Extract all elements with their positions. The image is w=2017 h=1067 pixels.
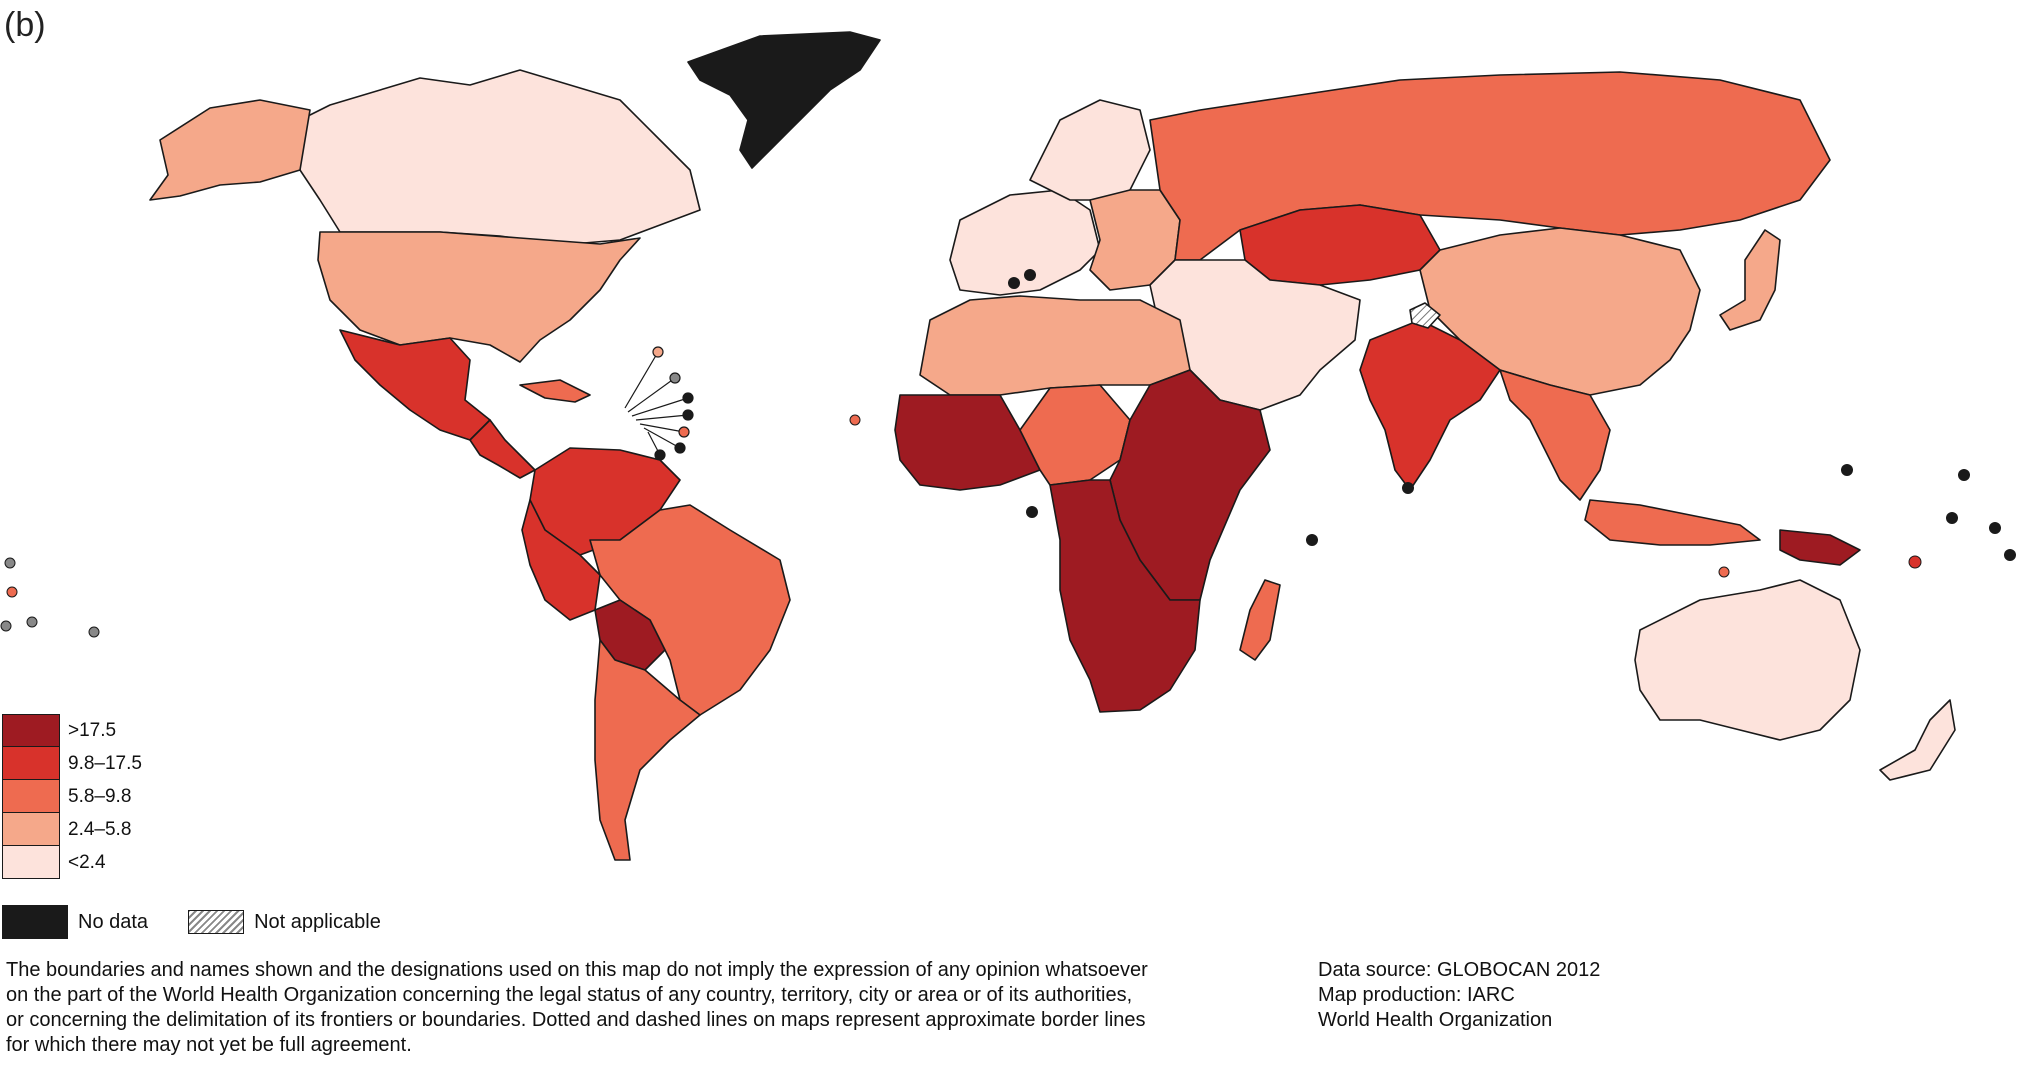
southeast-asia-region (1499, 369, 1611, 501)
mexico-region (339, 329, 491, 441)
island-marker (1008, 277, 1020, 289)
disclaimer-line: on the part of the World Health Organiza… (6, 984, 1133, 1006)
island-marker (2004, 549, 2016, 561)
alaska-region (149, 99, 311, 201)
legend-item: 5.8–9.8 (2, 780, 142, 813)
australia-region (1634, 579, 1861, 741)
greenland-region (687, 31, 881, 169)
island-marker (849, 414, 861, 426)
papua-new-guinea-region (1779, 529, 1861, 566)
legend: >17.5 9.8–17.5 5.8–9.8 2.4–5.8 <2.4 (2, 714, 142, 879)
organization: World Health Organization (1318, 1009, 1553, 1031)
disclaimer-line: The boundaries and names shown and the d… (6, 959, 1148, 981)
legend-label: <2.4 (68, 851, 106, 873)
island-marker (1402, 482, 1414, 494)
island-marker (4, 557, 16, 569)
west-africa-region (894, 394, 1041, 491)
usa-region (317, 231, 641, 363)
island-marker (1989, 522, 2001, 534)
no-data-swatch (2, 905, 68, 939)
legend-label: 9.8–17.5 (68, 752, 142, 774)
new-zealand-region (1879, 699, 1956, 781)
madagascar-region (1239, 579, 1281, 661)
credits: Data source: GLOBOCAN 2012 Map productio… (1318, 958, 1600, 1033)
indonesia-region (1584, 499, 1761, 546)
island-marker (1306, 534, 1318, 546)
legend-swatch (2, 813, 60, 846)
special-legend: No data Not applicable (2, 905, 421, 939)
island-marker (1958, 469, 1970, 481)
kashmir-region (1409, 302, 1441, 329)
india-region (1359, 319, 1501, 491)
panel-label: (b) (4, 6, 46, 44)
island-marker (1841, 464, 1853, 476)
western-europe-region (949, 189, 1101, 296)
caribbean-region (519, 379, 591, 403)
legend-item: <2.4 (2, 846, 142, 879)
legend-swatch (2, 747, 60, 780)
data-source: Data source: GLOBOCAN 2012 (1318, 959, 1601, 981)
caribbean-callout (624, 346, 694, 461)
island-marker (1946, 512, 1958, 524)
not-applicable-label: Not applicable (254, 910, 381, 933)
island-marker (1718, 566, 1730, 578)
legend-item: 9.8–17.5 (2, 747, 142, 780)
southern-cone-region (594, 639, 701, 861)
japan-region (1719, 229, 1781, 331)
legend-label: 5.8–9.8 (68, 785, 132, 807)
map-production: Map production: IARC (1318, 984, 1515, 1006)
southern-africa-region (1049, 479, 1201, 713)
disclaimer: The boundaries and names shown and the d… (6, 958, 1286, 1058)
legend-item: >17.5 (2, 714, 142, 747)
legend-swatch (2, 780, 60, 813)
legend-label: 2.4–5.8 (68, 818, 132, 840)
not-applicable-swatch (188, 910, 245, 934)
island-marker (0, 620, 12, 632)
island-marker (1026, 506, 1038, 518)
island-markers (0, 269, 2016, 638)
legend-label: >17.5 (68, 719, 117, 741)
scandinavia-region (1029, 99, 1151, 201)
island-marker (1908, 555, 1922, 569)
disclaimer-line: for which there may not yet be full agre… (6, 1034, 412, 1056)
no-data-label: No data (78, 910, 149, 933)
andes-region (521, 499, 601, 621)
north-africa-region (919, 295, 1191, 396)
island-marker (1024, 269, 1036, 281)
island-marker (88, 626, 100, 638)
legend-swatch (2, 714, 60, 747)
legend-item: 2.4–5.8 (2, 813, 142, 846)
island-marker (26, 616, 38, 628)
disclaimer-line: or concerning the delimitation of its fr… (6, 1009, 1146, 1031)
legend-swatch (2, 846, 60, 879)
island-marker (6, 586, 18, 598)
canada-region (299, 69, 701, 246)
